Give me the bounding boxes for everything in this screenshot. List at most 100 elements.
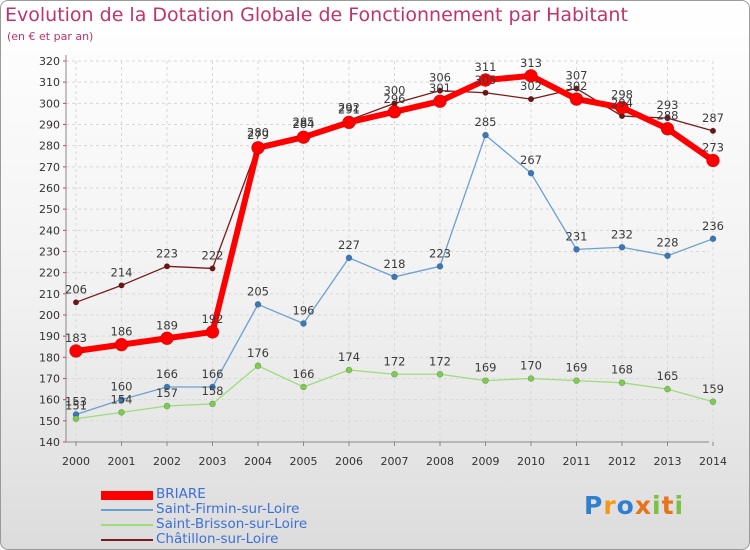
logo-letter: t — [661, 491, 675, 520]
data-label: 159 — [702, 382, 724, 396]
data-label: 157 — [156, 386, 178, 400]
y-tick-label: 200 — [39, 309, 60, 322]
data-point — [618, 243, 626, 251]
data-point — [618, 379, 626, 387]
data-point — [205, 325, 220, 339]
y-tick-label: 240 — [39, 224, 60, 237]
chart-title: Evolution de la Dotation Globale de Fonc… — [5, 4, 628, 26]
data-point — [300, 383, 307, 391]
data-point — [209, 400, 216, 408]
logo-letter: P — [584, 491, 604, 520]
y-tick-label: 180 — [39, 351, 60, 364]
data-point — [706, 153, 720, 168]
y-tick-label: 310 — [39, 76, 60, 89]
data-point — [664, 115, 671, 122]
data-label: 284 — [293, 117, 315, 131]
data-label: 273 — [702, 140, 724, 154]
x-tick-label: 2006 — [335, 455, 363, 468]
data-point — [436, 87, 444, 94]
data-label: 288 — [657, 109, 679, 123]
data-label: 214 — [111, 265, 133, 279]
data-point — [160, 331, 174, 346]
data-label: 296 — [384, 92, 406, 106]
x-tick-label: 2013 — [654, 455, 682, 468]
data-point — [664, 252, 671, 260]
x-tick-label: 2010 — [517, 455, 545, 468]
data-point — [254, 301, 262, 308]
data-label: 280 — [247, 126, 269, 140]
y-tick-label: 220 — [39, 267, 60, 280]
data-label: 154 — [111, 392, 133, 406]
data-point — [118, 409, 125, 416]
data-point — [573, 377, 580, 384]
data-label: 311 — [475, 60, 497, 74]
data-point — [709, 235, 717, 243]
legend-swatch-chatillon — [101, 539, 153, 541]
x-tick-label: 2011 — [563, 455, 591, 468]
x-tick-label: 2003 — [199, 455, 227, 468]
series — [69, 69, 720, 423]
x-tick-label: 2008 — [426, 455, 454, 468]
x-tick-label: 2002 — [153, 455, 181, 468]
y-tick-label: 260 — [39, 182, 60, 195]
data-point — [482, 89, 489, 96]
axes: 140 150 160 170 180 190 200 210 220 230 240 250 260 2… — [39, 55, 727, 468]
x-tick-label: 2007 — [381, 455, 409, 468]
y-tick-label: 290 — [39, 119, 60, 132]
data-point — [709, 127, 717, 134]
y-tick-label: 230 — [39, 246, 60, 259]
data-point — [345, 254, 353, 262]
y-tick-label: 250 — [39, 203, 60, 216]
data-point — [482, 131, 489, 139]
x-tick-label: 2000 — [62, 455, 90, 468]
data-point — [345, 366, 353, 374]
data-point — [436, 263, 444, 270]
data-point — [527, 169, 535, 177]
x-tick-label: 2012 — [608, 455, 636, 468]
logo-letter: o — [616, 491, 635, 520]
data-label: 223 — [429, 246, 451, 260]
data-label: 313 — [520, 56, 542, 70]
data-label: 222 — [202, 248, 224, 262]
data-label: 279 — [247, 128, 269, 142]
y-tick-label: 190 — [39, 330, 60, 343]
data-point — [251, 140, 265, 155]
data-label: 218 — [384, 257, 406, 271]
data-point — [573, 246, 580, 253]
x-tick-label: 2004 — [244, 455, 272, 468]
data-label: 302 — [566, 79, 588, 93]
data-point — [660, 121, 675, 136]
legend-swatch-briare — [101, 491, 153, 500]
data-label: 285 — [293, 115, 315, 129]
data-point — [342, 115, 356, 130]
legend-swatch-saint-firmin — [101, 509, 153, 511]
y-tick-label: 280 — [39, 140, 60, 153]
data-point — [163, 402, 171, 410]
data-point — [615, 100, 629, 115]
data-label: 186 — [111, 325, 133, 339]
data-label: 166 — [202, 367, 224, 381]
data-point — [391, 273, 398, 281]
data-label: 298 — [611, 88, 633, 102]
data-point — [118, 282, 125, 289]
data-point — [573, 85, 580, 92]
logo-letter: i — [652, 491, 662, 520]
legend-label-chatillon: Châtillon-sur-Loire — [156, 531, 279, 547]
data-label: 169 — [475, 361, 497, 375]
chart-subtitle: (en € et par an) — [7, 30, 94, 43]
data-label: 151 — [65, 399, 87, 413]
data-label: 228 — [657, 236, 679, 250]
y-tick-label: 140 — [39, 436, 60, 449]
data-point — [433, 94, 447, 109]
data-label: 227 — [338, 238, 360, 252]
data-label: 285 — [475, 115, 497, 129]
data-label: 305 — [475, 73, 497, 87]
proxiti-logo: Proxiti — [584, 491, 684, 520]
y-tick-label: 300 — [39, 97, 60, 110]
data-point — [436, 370, 444, 378]
data-point — [296, 130, 311, 144]
x-tick-label: 2001 — [108, 455, 136, 468]
legend-swatch-saint-brisson — [101, 524, 153, 526]
data-label: 301 — [429, 81, 451, 95]
data-label: 170 — [520, 359, 542, 373]
